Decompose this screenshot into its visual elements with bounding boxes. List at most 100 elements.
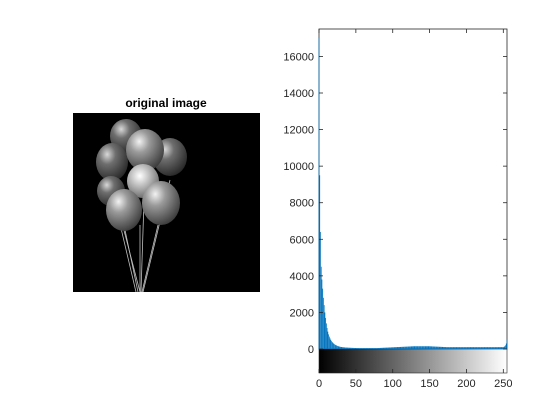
histogram-bar — [460, 347, 462, 349]
histogram-bar — [372, 348, 374, 349]
histogram-bar — [320, 231, 321, 349]
histogram-bar — [390, 347, 391, 349]
histogram-bar — [470, 347, 472, 349]
histogram-bar — [348, 347, 349, 349]
histogram-bar — [345, 347, 347, 349]
histogram-bar — [458, 347, 460, 349]
histogram-bar — [438, 346, 439, 349]
histogram-bar — [357, 348, 359, 349]
histogram-bar — [419, 346, 421, 349]
histogram-bar — [443, 346, 444, 349]
histogram-bar — [474, 347, 476, 349]
histogram-bar — [467, 347, 469, 349]
histogram-bar — [387, 347, 389, 349]
x-axis-ticks: 0 50 100 150 200 250 — [316, 29, 512, 390]
histogram-bar — [351, 347, 352, 349]
histogram-bar — [417, 346, 419, 349]
histogram-bar — [461, 347, 463, 349]
histogram-bar — [355, 348, 357, 349]
histogram-bar — [319, 175, 321, 349]
histogram-bar — [391, 347, 393, 349]
histogram-bar — [428, 346, 430, 349]
histogram-bar — [401, 346, 403, 349]
histogram-bar — [318, 38, 320, 349]
histogram-bar — [373, 348, 374, 349]
histogram-bar — [373, 348, 375, 349]
histogram-bar — [429, 346, 430, 349]
histogram-bar — [404, 346, 405, 349]
histogram-bar — [393, 347, 395, 349]
histogram-bar — [498, 347, 500, 349]
histogram-bar — [464, 347, 466, 349]
histogram-bar — [396, 347, 397, 349]
histogram-bar — [488, 347, 489, 349]
histogram-bar — [492, 347, 494, 349]
histogram-bar — [328, 336, 330, 349]
histogram-bar — [383, 347, 385, 349]
histogram-bar — [384, 347, 386, 349]
histogram-bar — [418, 346, 420, 349]
histogram-bars — [318, 38, 508, 349]
histogram-bar — [403, 346, 405, 349]
histogram-bar — [485, 347, 486, 349]
histogram-bar — [494, 347, 496, 349]
histogram-bar — [336, 345, 338, 349]
histogram-bar — [333, 343, 335, 349]
histogram-bar — [361, 348, 363, 349]
histogram-bar — [359, 348, 361, 349]
histogram-bar — [459, 347, 461, 349]
histogram-bar — [477, 347, 478, 349]
histogram-bar — [420, 346, 422, 349]
histogram-bar — [352, 347, 354, 349]
histogram-bar — [338, 346, 340, 349]
histogram-bar — [364, 348, 366, 349]
histogram-bar — [320, 266, 322, 349]
histogram-bar — [381, 347, 383, 349]
histogram-bar — [332, 342, 334, 349]
histogram-bar — [448, 347, 450, 349]
histogram-bar — [379, 347, 381, 349]
histogram-bar — [409, 346, 411, 349]
histogram-bar — [480, 347, 482, 349]
y-axis-ticks: 0 2000 4000 6000 8000 10000 12000 14000 16000 — [283, 51, 507, 356]
histogram-bar — [447, 347, 449, 349]
histogram-bar — [387, 347, 388, 349]
x-tick-label: 50 — [350, 378, 362, 390]
histogram-bar — [484, 347, 486, 349]
histogram-bar — [432, 346, 434, 349]
histogram-bar — [449, 347, 451, 349]
histogram-bar — [407, 346, 409, 349]
histogram-bar — [396, 347, 398, 349]
histogram-bar — [494, 347, 495, 349]
histogram-bar — [469, 347, 470, 349]
histogram-bar — [453, 347, 455, 349]
histogram-bar — [351, 347, 353, 349]
y-tick-label: 12000 — [283, 125, 314, 137]
histogram-bar — [367, 348, 369, 349]
y-tick-label: 8000 — [290, 198, 314, 210]
histogram-bar — [439, 346, 441, 349]
histogram-bar — [350, 347, 352, 349]
histogram-bar — [382, 347, 384, 349]
histogram-bar — [421, 346, 422, 349]
histogram-bar — [376, 348, 378, 349]
histogram-bar — [331, 342, 333, 349]
histogram-bar — [374, 348, 376, 349]
histogram-bar — [425, 346, 427, 349]
histogram-bar — [452, 347, 453, 349]
histogram-bar — [326, 323, 327, 349]
histogram-bar — [404, 346, 406, 349]
histogram-bar — [487, 347, 489, 349]
histogram-bar — [444, 347, 446, 349]
histogram-bar — [495, 347, 497, 349]
histogram-bar — [430, 346, 432, 349]
histogram-bar — [452, 347, 454, 349]
histogram-bar — [340, 346, 341, 349]
histogram-bar — [483, 347, 484, 349]
histogram-bar — [446, 347, 447, 349]
histogram-bar — [384, 347, 385, 349]
histogram-bar — [408, 346, 410, 349]
histogram-bar — [472, 347, 474, 349]
histogram-bar — [334, 344, 336, 349]
